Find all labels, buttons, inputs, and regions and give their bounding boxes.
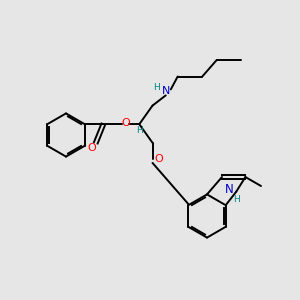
- Text: H: H: [136, 126, 143, 135]
- Text: O: O: [122, 118, 130, 128]
- Text: O: O: [87, 143, 96, 153]
- Text: H: H: [153, 83, 160, 92]
- Text: H: H: [233, 195, 240, 204]
- Text: O: O: [154, 154, 163, 164]
- Text: N: N: [162, 86, 170, 96]
- Text: N: N: [225, 183, 234, 196]
